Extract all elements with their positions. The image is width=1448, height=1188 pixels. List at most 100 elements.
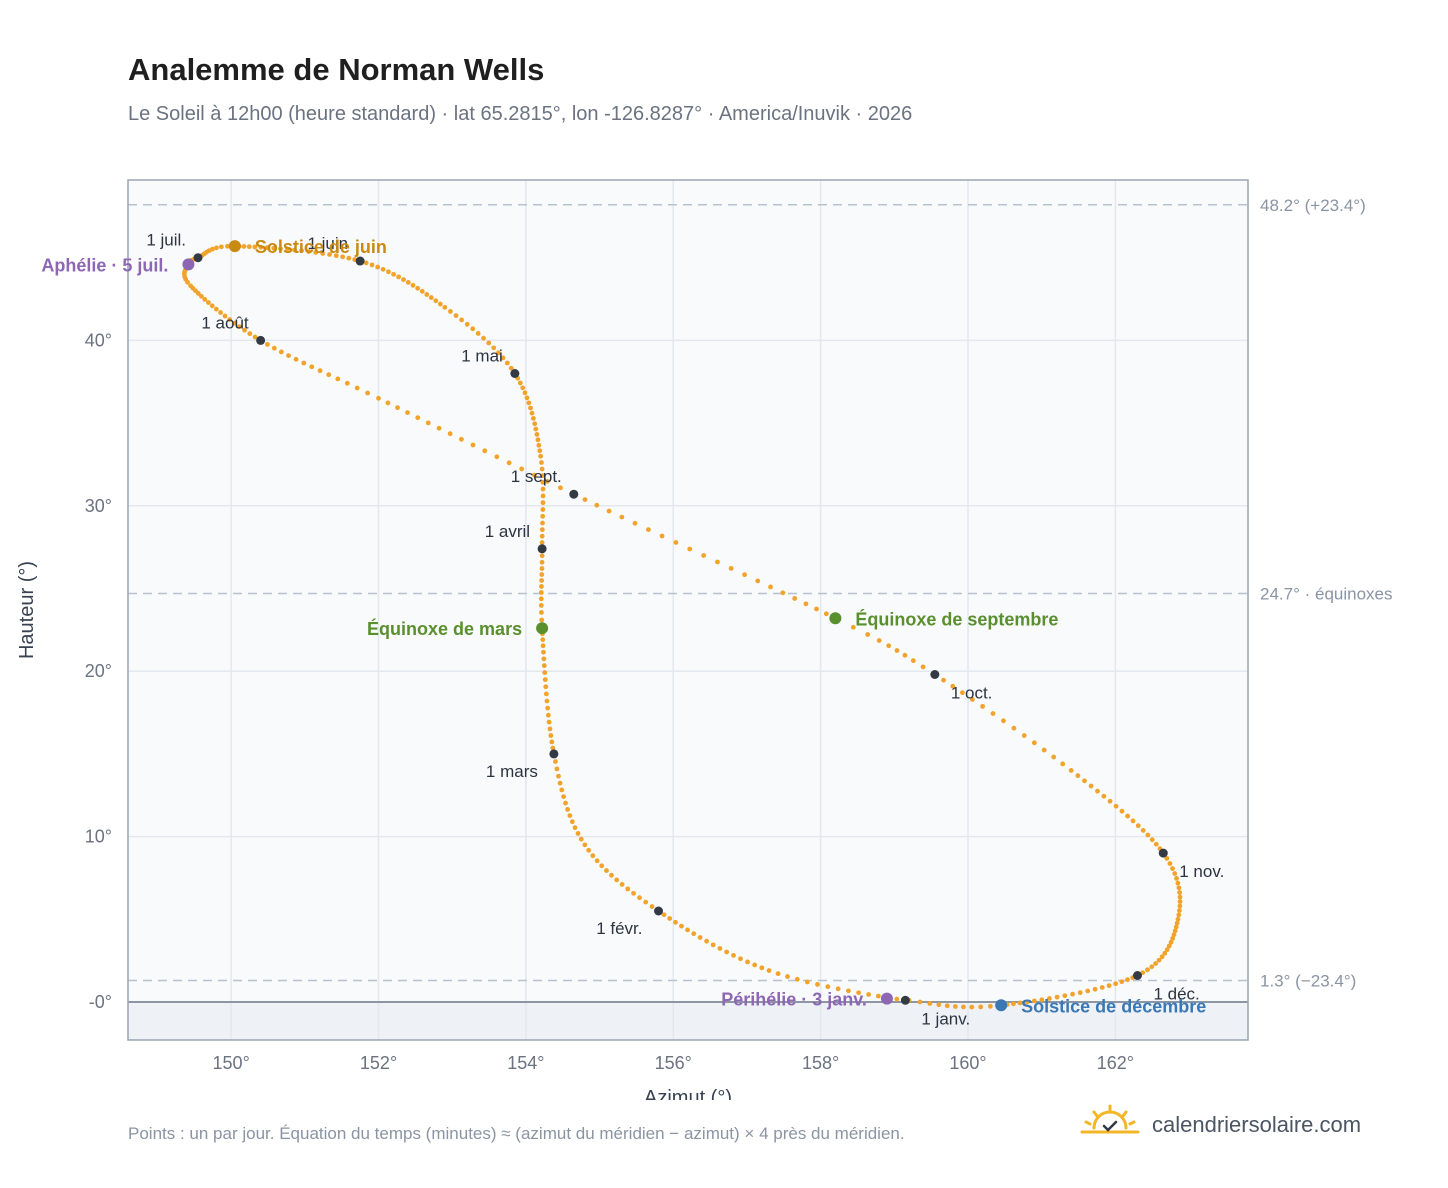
month-marker (900, 995, 910, 1005)
daily-point (225, 243, 230, 249)
below-horizon-band (128, 1001, 1248, 1040)
analemma-daily-points (181, 243, 1183, 1010)
daily-point (950, 683, 956, 689)
daily-point (386, 269, 391, 275)
daily-point (691, 931, 697, 937)
daily-point (333, 253, 339, 259)
daily-point (804, 979, 810, 985)
daily-point (875, 993, 881, 999)
daily-point (1149, 964, 1155, 970)
daily-point (241, 244, 247, 249)
month-marker (193, 253, 203, 263)
month-marker-label: 1 août (201, 313, 249, 332)
daily-point (835, 986, 841, 992)
daily-point (1174, 875, 1179, 881)
month-marker (1132, 971, 1142, 980)
brand-name: calendriersolaire.com (1152, 1112, 1362, 1137)
daily-point (531, 416, 536, 421)
month-marker (549, 749, 559, 759)
daily-point (865, 632, 871, 637)
month-marker (1158, 848, 1168, 858)
daily-point (528, 405, 533, 411)
event-label: Solstice de juin (255, 237, 387, 257)
daily-point (554, 766, 560, 772)
daily-point (205, 300, 211, 305)
daily-point (340, 254, 346, 260)
daily-point (553, 759, 558, 764)
daily-point (886, 643, 892, 649)
daily-point (320, 251, 326, 256)
daily-point (293, 356, 299, 362)
event-label: Aphélie · 5 juil. (41, 255, 168, 275)
daily-point (619, 882, 625, 887)
daily-point (544, 479, 550, 484)
daily-point (313, 250, 319, 255)
daily-point (1107, 798, 1113, 804)
daily-point (1174, 920, 1180, 926)
reference-line-label: 24.7° · équinoxes (1260, 584, 1393, 603)
daily-point (546, 719, 552, 725)
daily-point (376, 395, 381, 401)
daily-point (559, 787, 565, 793)
daily-point (659, 533, 665, 539)
daily-point (1172, 871, 1178, 876)
daily-point (542, 677, 548, 683)
daily-point (544, 698, 550, 704)
daily-point (258, 244, 264, 250)
daily-point (1177, 903, 1183, 909)
reference-lines: 48.2° (+23.4°) 24.7° · équinoxes 1.3° (−23… (128, 196, 1393, 990)
daily-point (649, 904, 655, 909)
daily-point (395, 405, 400, 411)
daily-point (631, 890, 636, 896)
daily-point (944, 1003, 950, 1009)
daily-point (538, 596, 544, 602)
reference-line-label: 1.3° (−23.4°) (1260, 971, 1356, 990)
daily-point (728, 565, 734, 571)
analemma-chart: 48.2° (+23.4°) 24.7° · équinoxes 1.3° (−23… (16, 179, 1393, 1100)
daily-point (535, 437, 541, 443)
daily-point (540, 637, 546, 643)
daily-point (1164, 855, 1170, 861)
month-marker (355, 256, 365, 266)
daily-point (1011, 1001, 1016, 1007)
month-marker-label: 1 juil. (146, 231, 186, 250)
daily-point (541, 649, 546, 655)
daily-point (766, 968, 772, 973)
daily-point (569, 819, 575, 825)
daily-point (565, 807, 570, 812)
daily-point (539, 559, 545, 565)
daily-point (1125, 977, 1130, 983)
daily-point (1047, 996, 1052, 1001)
daily-point (539, 527, 545, 533)
daily-point (415, 415, 421, 421)
month-marker-label: 1 avril (485, 522, 530, 541)
daily-point (561, 794, 566, 800)
daily-point (673, 540, 679, 545)
y-tick-label: 30° (85, 496, 112, 516)
daily-point (541, 663, 547, 669)
daily-point (961, 1004, 966, 1010)
daily-point (1175, 880, 1181, 886)
daily-point (540, 486, 546, 492)
below-horizon-fill (128, 1001, 1248, 1040)
daily-point (264, 245, 270, 251)
daily-point (278, 246, 283, 252)
daily-point (1162, 950, 1168, 956)
x-axis-ticks: 150° 152° 154° 156° 158° 160° 162° (213, 1053, 1134, 1073)
chart-title: Analemme de Norman Wells (128, 52, 545, 87)
daily-point (547, 726, 553, 732)
daily-point (415, 285, 421, 291)
daily-point (425, 420, 431, 426)
daily-point (1125, 813, 1131, 819)
daily-point (301, 360, 307, 366)
daily-point (247, 331, 253, 337)
daily-point (557, 780, 563, 786)
month-markers: 1 janv. 1 févr. 1 mars 1 avril 1 mai 1 juin 1 … (146, 231, 1224, 1029)
brand-logo[interactable]: calendriersolaire.com (1080, 1104, 1380, 1148)
daily-point (685, 927, 690, 933)
daily-point (846, 988, 851, 994)
plot-frame (127, 179, 1249, 1041)
daily-point (815, 981, 820, 987)
daily-point (285, 246, 290, 252)
daily-point (1024, 999, 1030, 1005)
